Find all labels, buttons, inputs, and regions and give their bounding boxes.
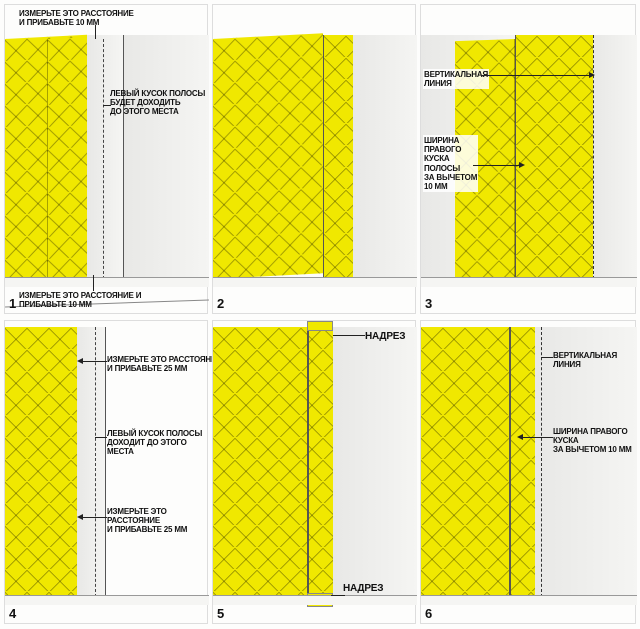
corner-edge bbox=[323, 35, 324, 279]
leader bbox=[93, 275, 94, 291]
panel-num: 1 bbox=[9, 296, 16, 311]
grey-wall-right bbox=[593, 35, 637, 279]
panel-num: 6 bbox=[425, 606, 432, 621]
arrow-icon bbox=[589, 72, 595, 78]
leader bbox=[481, 75, 593, 76]
leader bbox=[333, 335, 365, 336]
arrow-icon bbox=[77, 514, 83, 520]
baseboard bbox=[421, 277, 637, 287]
wallpaper-left bbox=[213, 33, 323, 279]
leader bbox=[81, 517, 107, 518]
arrow-icon bbox=[77, 358, 83, 364]
callout-cut-bot: НАДРЕЗ bbox=[343, 583, 383, 595]
dashed-guide bbox=[103, 39, 104, 279]
callout-bot: ИЗМЕРЬТЕ ЭТО РАССТОЯНИЕ И ПРИБАВЬТЕ 10 М… bbox=[19, 291, 141, 309]
callout-mid: ЛЕВЫЙ КУСОК ПОЛОСЫ ДОХОДИТ ДО ЭТОГО МЕСТ… bbox=[107, 429, 202, 457]
leader bbox=[473, 165, 523, 166]
panel-5: НАДРЕЗ НАДРЕЗ 5 bbox=[212, 320, 416, 624]
grey-wall bbox=[77, 327, 105, 597]
leader bbox=[81, 361, 107, 362]
callout-width: ШИРИНА ПРАВОГО КУСКА ЗА ВЫЧЕТОМ 10 ММ bbox=[553, 427, 632, 455]
baseboard bbox=[421, 595, 637, 605]
panel-4: ИЗМЕРЬТЕ ЭТО РАССТОЯНИЕ И ПРИБАВЬТЕ 25 М… bbox=[4, 320, 208, 624]
panel-num: 2 bbox=[217, 296, 224, 311]
wallpaper bbox=[421, 327, 535, 597]
baseboard bbox=[213, 595, 417, 605]
arrow-icon bbox=[519, 162, 525, 168]
leader bbox=[541, 357, 553, 358]
wallpaper-right bbox=[515, 35, 593, 279]
callout-top: ИЗМЕРЬТЕ ЭТО РАССТОЯНИЕ И ПРИБАВЬТЕ 25 М… bbox=[107, 355, 222, 373]
grey-wall-right bbox=[123, 35, 209, 279]
callout-bot: ИЗМЕРЬТЕ ЭТО РАССТОЯНИЕ И ПРИБАВЬТЕ 25 М… bbox=[107, 507, 187, 535]
baseboard bbox=[213, 277, 417, 287]
corner-edge bbox=[105, 327, 106, 597]
wallpaper-left-2 bbox=[47, 37, 87, 279]
grey-wall bbox=[353, 35, 417, 279]
corner-edge bbox=[307, 327, 309, 597]
dashed-guide bbox=[95, 327, 96, 597]
grey-wall-left bbox=[87, 35, 123, 279]
arrow-icon bbox=[517, 434, 523, 440]
panel-num: 4 bbox=[9, 606, 16, 621]
panel-6: ВЕРТИКАЛЬНАЯ ЛИНИЯ ШИРИНА ПРАВОГО КУСКА … bbox=[420, 320, 636, 624]
callout-top: ИЗМЕРЬТЕ ЭТО РАССТОЯНИЕ И ПРИБАВЬТЕ 10 М… bbox=[19, 9, 134, 27]
baseboard bbox=[5, 595, 209, 605]
baseboard bbox=[5, 277, 209, 287]
panel-1: ИЗМЕРЬТЕ ЭТО РАССТОЯНИЕ И ПРИБАВЬТЕ 10 М… bbox=[4, 4, 208, 314]
cut-flap-top bbox=[307, 321, 333, 331]
leader bbox=[95, 437, 107, 438]
leader bbox=[95, 25, 96, 39]
callout-cut-top: НАДРЕЗ bbox=[365, 331, 405, 343]
panel-num: 5 bbox=[217, 606, 224, 621]
grey-wall bbox=[333, 327, 417, 597]
wallpaper-right bbox=[323, 35, 353, 279]
callout-mid: ЛЕВЫЙ КУСОК ПОЛОСЫ БУДЕТ ДОХОДИТЬ ДО ЭТО… bbox=[110, 89, 205, 117]
wallpaper bbox=[5, 327, 77, 597]
vertical-guide bbox=[541, 327, 542, 597]
leader bbox=[331, 595, 345, 596]
corner-edge bbox=[509, 327, 511, 597]
corner-edge bbox=[515, 35, 516, 279]
corner-edge bbox=[123, 35, 124, 279]
wallpaper bbox=[213, 327, 333, 597]
leader bbox=[521, 437, 553, 438]
callout-vert: ВЕРТИКАЛЬНАЯ ЛИНИЯ bbox=[553, 351, 617, 369]
panel-2: 2 bbox=[212, 4, 416, 314]
callout-width: ШИРИНА ПРАВОГО КУСКА ПОЛОСЫ ЗА ВЫЧЕТОМ 1… bbox=[423, 135, 478, 192]
panel-num: 3 bbox=[425, 296, 432, 311]
panel-3: ВЕРТИКАЛЬНАЯ ЛИНИЯ ШИРИНА ПРАВОГО КУСКА … bbox=[420, 4, 636, 314]
leader bbox=[103, 105, 111, 106]
callout-vert: ВЕРТИКАЛЬНАЯ ЛИНИЯ bbox=[423, 69, 489, 89]
